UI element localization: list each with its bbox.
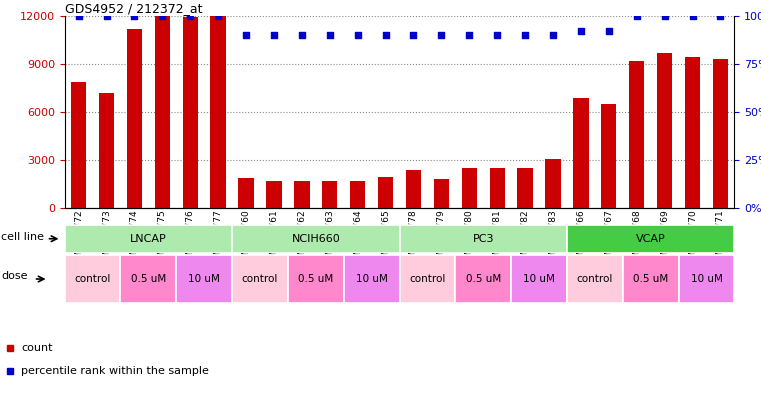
Point — [407, 32, 419, 38]
Bar — [232, 255, 288, 303]
Point — [212, 13, 224, 19]
Text: percentile rank within the sample: percentile rank within the sample — [21, 366, 209, 376]
Point — [100, 13, 113, 19]
Bar — [573, 97, 588, 208]
Bar — [288, 255, 344, 303]
Bar — [238, 178, 253, 208]
Bar — [295, 181, 310, 208]
Bar — [406, 170, 421, 208]
Bar — [400, 255, 455, 303]
Text: control: control — [409, 274, 446, 284]
Text: LNCAP: LNCAP — [130, 234, 167, 244]
Point — [380, 32, 392, 38]
Bar — [344, 255, 400, 303]
Point — [547, 32, 559, 38]
Bar — [713, 59, 728, 208]
Text: 0.5 uM: 0.5 uM — [298, 274, 333, 284]
Text: dose: dose — [2, 272, 28, 281]
Bar — [517, 168, 533, 208]
Point — [296, 32, 308, 38]
Bar — [434, 179, 449, 208]
Bar — [65, 255, 120, 303]
Bar — [378, 177, 393, 208]
Text: cell line: cell line — [2, 232, 44, 242]
Text: 0.5 uM: 0.5 uM — [633, 274, 668, 284]
Point — [352, 32, 364, 38]
Bar — [350, 181, 365, 208]
Bar — [154, 16, 170, 208]
Bar — [657, 53, 672, 208]
Text: 10 uM: 10 uM — [690, 274, 722, 284]
Bar — [601, 104, 616, 208]
Text: 0.5 uM: 0.5 uM — [466, 274, 501, 284]
Bar — [232, 225, 400, 253]
Text: control: control — [577, 274, 613, 284]
Point — [575, 28, 587, 34]
Text: 10 uM: 10 uM — [355, 274, 387, 284]
Point — [72, 13, 84, 19]
Point — [268, 32, 280, 38]
Point — [603, 28, 615, 34]
Bar — [489, 168, 505, 208]
Bar — [99, 93, 114, 208]
Point — [129, 13, 141, 19]
Point — [686, 13, 699, 19]
Text: PC3: PC3 — [473, 234, 494, 244]
Bar — [322, 181, 337, 208]
Point — [184, 13, 196, 19]
Bar — [266, 181, 282, 208]
Bar — [567, 225, 734, 253]
Bar — [127, 29, 142, 208]
Point — [658, 13, 670, 19]
Text: NCIH660: NCIH660 — [291, 234, 340, 244]
Point — [715, 13, 727, 19]
Bar — [622, 255, 679, 303]
Point — [435, 32, 447, 38]
Bar — [65, 225, 232, 253]
Bar — [567, 255, 622, 303]
Bar — [685, 57, 700, 208]
Bar — [511, 255, 567, 303]
Point — [631, 13, 643, 19]
Text: 10 uM: 10 uM — [523, 274, 555, 284]
Point — [240, 32, 252, 38]
Bar — [71, 81, 86, 208]
Text: control: control — [242, 274, 279, 284]
Text: 10 uM: 10 uM — [188, 274, 220, 284]
Text: 0.5 uM: 0.5 uM — [131, 274, 166, 284]
Bar — [679, 255, 734, 303]
Text: GDS4952 / 212372_at: GDS4952 / 212372_at — [65, 2, 202, 15]
Point — [519, 32, 531, 38]
Point — [323, 32, 336, 38]
Bar — [546, 158, 561, 208]
Bar — [120, 255, 177, 303]
Point — [491, 32, 503, 38]
Bar — [462, 168, 477, 208]
Text: control: control — [75, 274, 111, 284]
Bar — [400, 225, 567, 253]
Bar — [211, 16, 226, 208]
Bar — [183, 17, 198, 208]
Bar — [629, 61, 645, 208]
Bar — [455, 255, 511, 303]
Bar — [177, 255, 232, 303]
Point — [156, 13, 168, 19]
Point — [463, 32, 476, 38]
Text: VCAP: VCAP — [635, 234, 666, 244]
Text: count: count — [21, 343, 53, 353]
